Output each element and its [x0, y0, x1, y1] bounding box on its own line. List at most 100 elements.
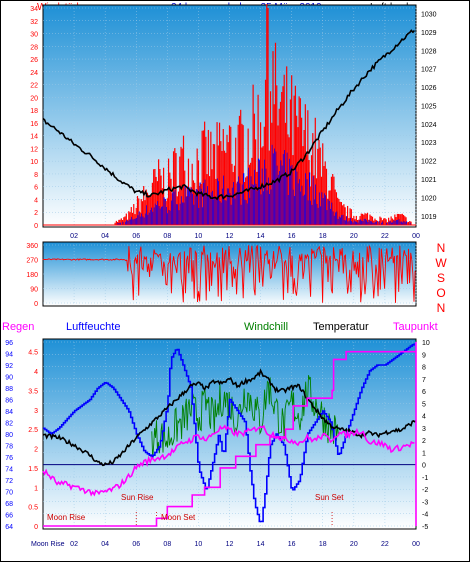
pressure-y-tick: 1024: [421, 122, 437, 129]
temp-x-tick: 00: [412, 541, 420, 548]
direction-y-tick: 180: [26, 272, 38, 279]
humidity-y-tick: 82: [5, 421, 13, 428]
temp-y-tick: -4: [422, 512, 428, 519]
pressure-y-tick: 1021: [421, 177, 437, 184]
compass-letter: S: [437, 271, 445, 285]
wind-y-tick: 34: [30, 6, 38, 13]
temp-x-tick: 08: [163, 541, 171, 548]
pressure-y-tick: 1025: [421, 103, 437, 110]
humidity-y-tick: 84: [5, 409, 13, 416]
temp-y-tick: 0: [422, 463, 426, 470]
wind-x-tick: 08: [163, 233, 171, 240]
temperature-chart: -5-4-3-2-1012345678910646668707274767880…: [5, 340, 430, 548]
wind-x-tick: 04: [101, 233, 109, 240]
humidity-y-tick: 76: [5, 455, 13, 462]
wind-y-tick: 6: [34, 185, 38, 192]
moon-rise-label: Moon Rise: [47, 513, 86, 522]
wind-y-tick: 28: [30, 44, 38, 51]
humidity-y-tick: 70: [5, 490, 13, 497]
wind-x-tick: 18: [319, 233, 327, 240]
wind-y-tick: 4: [34, 197, 38, 204]
temp-y-tick: 7: [422, 377, 426, 384]
temp-y-tick: 3: [422, 426, 426, 433]
pressure-y-tick: 1029: [421, 30, 437, 37]
humidity-y-tick: 68: [5, 501, 13, 508]
temp-x-tick: 16: [288, 541, 296, 548]
rain-y-tick: 1: [34, 485, 38, 492]
wind-x-tick: 14: [257, 233, 265, 240]
wind-x-tick: 10: [195, 233, 203, 240]
wind-y-tick: 0: [34, 223, 38, 230]
wind-y-tick: 26: [30, 57, 38, 64]
humidity-y-tick: 80: [5, 432, 13, 439]
humidity-y-tick: 88: [5, 386, 13, 393]
temp-x-tick: 18: [319, 541, 327, 548]
rain-y-tick: 0: [34, 524, 38, 531]
legend-luftfeuchte: Luftfeuchte: [66, 321, 120, 333]
wind-y-tick: 12: [30, 146, 38, 153]
pressure-y-tick: 1026: [421, 85, 437, 92]
legend-temperatur: Temperatur: [313, 321, 369, 333]
wind-y-tick: 16: [30, 121, 38, 128]
wind-y-tick: 18: [30, 108, 38, 115]
wind-x-tick: 06: [132, 233, 140, 240]
direction-y-tick: 360: [26, 243, 38, 250]
direction-y-tick: 0: [34, 301, 38, 308]
legend-regen: Regen: [2, 321, 34, 333]
wind-y-tick: 22: [30, 83, 38, 90]
pressure-y-tick: 1020: [421, 195, 437, 202]
sun-rise-label: Sun Rise: [121, 493, 154, 502]
temp-x-tick: 22: [381, 541, 389, 548]
rain-y-tick: 4.5: [28, 350, 38, 357]
wind-x-tick: 02: [70, 233, 78, 240]
moon-rise-axis-label: Moon Rise: [31, 541, 65, 548]
humidity-y-tick: 64: [5, 524, 13, 531]
wind-x-tick: 00: [412, 233, 420, 240]
wind-y-tick: 20: [30, 95, 38, 102]
compass-letter: N: [437, 301, 446, 315]
wind-direction-line: [42, 245, 416, 303]
temp-y-tick: 1: [422, 450, 426, 457]
legend-windchill: Windchill: [244, 321, 288, 333]
direction-y-tick: 90: [30, 287, 38, 294]
rain-line: [43, 342, 417, 527]
temp-y-tick: 2: [422, 438, 426, 445]
sun-set-label: Sun Set: [315, 493, 344, 502]
moon-set-label: Moon Set: [161, 513, 196, 522]
humidity-y-tick: 94: [5, 352, 13, 359]
wind-y-tick: 14: [30, 134, 38, 141]
temperature-line: [42, 368, 417, 467]
humidity-line: [43, 343, 415, 523]
humidity-y-tick: 78: [5, 444, 13, 451]
compass-letter: N: [437, 241, 446, 255]
pressure-y-tick: 1023: [421, 140, 437, 147]
temp-y-tick: -3: [422, 499, 428, 506]
wind-x-tick: 22: [381, 233, 389, 240]
humidity-y-tick: 86: [5, 398, 13, 405]
temp-y-tick: 6: [422, 389, 426, 396]
rain-y-tick: 3: [34, 408, 38, 415]
temp-x-tick: 04: [101, 541, 109, 548]
rain-y-tick: 4: [34, 369, 38, 376]
humidity-y-tick: 74: [5, 467, 13, 474]
temp-x-tick: 12: [226, 541, 234, 548]
wind-x-tick: 12: [226, 233, 234, 240]
pressure-y-tick: 1022: [421, 159, 437, 166]
wind-y-tick: 24: [30, 70, 38, 77]
temp-x-tick: 06: [132, 541, 140, 548]
wind-y-tick: 2: [34, 210, 38, 217]
wind-y-tick: 10: [30, 159, 38, 166]
pressure-y-tick: 1027: [421, 67, 437, 74]
wind-direction-chart: 0 90 180 270 360: [26, 243, 417, 308]
rain-y-tick: 2.5: [28, 427, 38, 434]
temp-y-tick: 9: [422, 352, 426, 359]
temp-y-tick: 10: [422, 340, 430, 347]
pressure-y-tick: 1028: [421, 48, 437, 55]
wind-y-tick: 8: [34, 172, 38, 179]
rain-y-tick: 2: [34, 447, 38, 454]
temp-y-tick: 4: [422, 414, 426, 421]
legend-taupunkt: Taupunkt: [393, 321, 438, 333]
